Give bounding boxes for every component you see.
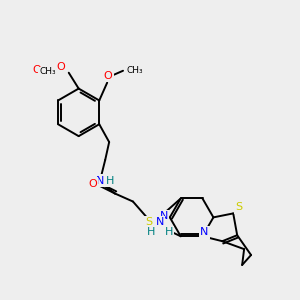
Text: S: S (236, 202, 243, 212)
Text: CH₃: CH₃ (39, 67, 56, 76)
Text: H: H (106, 176, 114, 186)
Text: N: N (96, 176, 104, 186)
Text: N: N (160, 212, 168, 221)
Text: N: N (200, 227, 209, 237)
Text: H: H (165, 227, 173, 237)
Text: O: O (56, 62, 65, 72)
Text: H: H (147, 227, 155, 237)
Text: N: N (156, 217, 164, 227)
Text: O: O (56, 62, 65, 72)
Text: O: O (33, 65, 41, 75)
Text: S: S (145, 217, 152, 227)
Text: O: O (104, 71, 112, 81)
Text: O: O (88, 179, 97, 189)
Text: CH₃: CH₃ (126, 66, 142, 75)
Text: O: O (104, 71, 112, 81)
